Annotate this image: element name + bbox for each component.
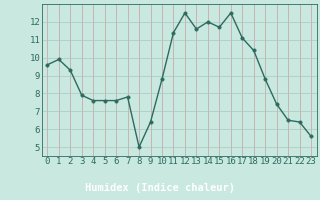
- Text: Humidex (Indice chaleur): Humidex (Indice chaleur): [85, 183, 235, 193]
